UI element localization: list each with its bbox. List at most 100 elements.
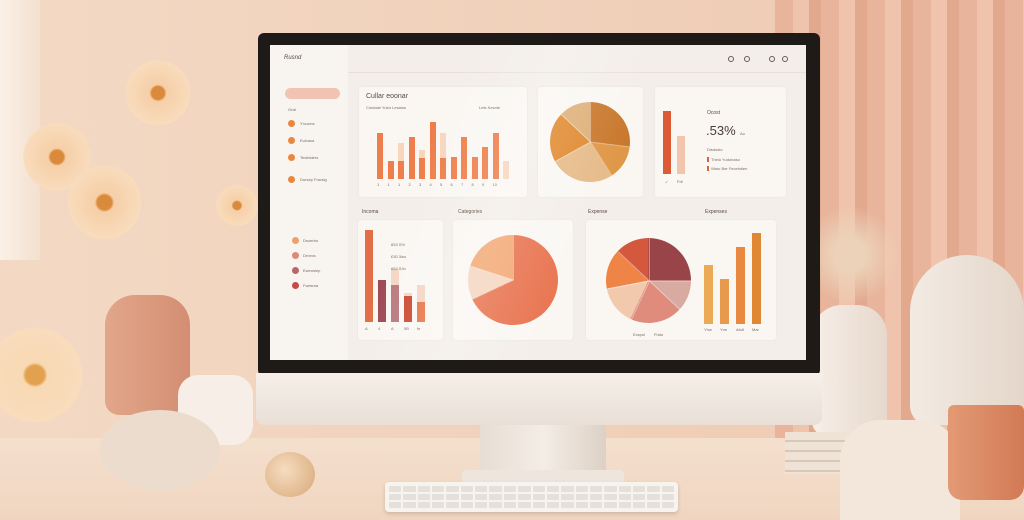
keyboard-key[interactable]	[632, 502, 646, 508]
keyboard-key[interactable]	[446, 494, 459, 500]
keyboard-key[interactable]	[604, 502, 617, 508]
keyboard-key[interactable]	[604, 494, 617, 500]
stat-label: Ocost	[707, 110, 721, 116]
keyboard-key[interactable]	[561, 502, 574, 508]
bar	[482, 146, 488, 179]
legend-item: Drnecs	[303, 253, 316, 258]
keyboard-key[interactable]	[489, 502, 502, 508]
keyboard-key[interactable]	[575, 486, 588, 492]
keyboard-key[interactable]	[389, 502, 402, 508]
keyboard-key[interactable]	[618, 494, 631, 500]
keyboard-key[interactable]	[589, 494, 603, 500]
keyboard[interactable]	[385, 482, 678, 512]
keyboard-key[interactable]	[575, 494, 588, 500]
sidebar-section-label: Grat	[288, 107, 296, 112]
stat-row: Waro Ber Fecelntien	[707, 166, 747, 171]
keyboard-key[interactable]	[475, 502, 488, 508]
dashboard-screen: Rusnd Grat Yncome Eulvasa Tedeisters Dursep…	[270, 45, 806, 360]
cloud-icon[interactable]	[744, 56, 750, 62]
keyboard-key[interactable]	[503, 494, 517, 500]
pie-slice-divider	[590, 141, 631, 148]
sidebar-item[interactable]: Eulvasa	[300, 138, 315, 143]
keyboard-key[interactable]	[618, 486, 631, 492]
keyboard-key[interactable]	[589, 486, 603, 492]
keyboard-key[interactable]	[417, 494, 431, 500]
keyboard-key[interactable]	[546, 502, 560, 508]
keyboard-key[interactable]	[475, 486, 488, 492]
keyboard-key[interactable]	[389, 486, 402, 492]
keyboard-key[interactable]	[561, 486, 574, 492]
keyboard-key[interactable]	[446, 486, 459, 492]
legend-dot	[292, 237, 299, 244]
keyboard-key[interactable]	[432, 494, 445, 500]
keyboard-key[interactable]	[489, 486, 502, 492]
keyboard-key[interactable]	[432, 486, 445, 492]
keyboard-key[interactable]	[647, 502, 660, 508]
keyboard-key[interactable]	[632, 494, 646, 500]
x-tick-label: A	[365, 326, 368, 331]
keyboard-key[interactable]	[532, 502, 545, 508]
legend-item: Fwesma	[303, 283, 319, 288]
income-line: £30 3lso	[391, 254, 407, 259]
keyboard-key[interactable]	[475, 494, 488, 500]
keyboard-key[interactable]	[661, 502, 674, 508]
expense-card: Exspol Fhdo Yhw Yne Abdl Mar	[586, 220, 776, 340]
settings-icon[interactable]	[782, 56, 788, 62]
flower	[212, 183, 262, 228]
pie-card	[538, 87, 643, 197]
keyboard-key[interactable]	[661, 494, 674, 500]
keyboard-key[interactable]	[446, 502, 459, 508]
keyboard-key[interactable]	[618, 502, 631, 508]
keyboard-key[interactable]	[604, 486, 617, 492]
keyboard-key[interactable]	[503, 502, 517, 508]
flower-vase	[105, 295, 190, 415]
keyboard-key[interactable]	[489, 494, 502, 500]
x-tick-label: Yhw	[704, 327, 712, 332]
bar	[471, 157, 478, 179]
bar-segment	[440, 132, 446, 179]
keyboard-key[interactable]	[389, 494, 402, 500]
bar	[736, 247, 745, 324]
sidebar-item[interactable]: Dursep Fowsig	[300, 177, 327, 182]
keyboard-key[interactable]	[417, 502, 431, 508]
keyboard-key[interactable]	[503, 486, 517, 492]
keyboard-key[interactable]	[432, 502, 445, 508]
pie-label: Fhdo	[654, 332, 664, 337]
keyboard-key[interactable]	[546, 486, 560, 492]
keyboard-key[interactable]	[575, 502, 588, 508]
x-tick-label: 6	[450, 182, 453, 187]
keyboard-key[interactable]	[647, 486, 660, 492]
pie-label: Exspol	[633, 332, 646, 337]
keyboard-key[interactable]	[661, 486, 674, 492]
sidebar-item[interactable]: Tedeisters	[300, 155, 319, 160]
keyboard-key[interactable]	[647, 494, 660, 500]
sidebar: Rusnd Grat Yncome Eulvasa Tedeisters Dursep…	[270, 45, 348, 360]
bar	[419, 158, 425, 179]
keyboard-key[interactable]	[518, 486, 531, 492]
income-line: 652 S/lo	[391, 266, 406, 271]
pie-slice-divider	[630, 280, 650, 320]
keyboard-key[interactable]	[460, 486, 474, 492]
search-icon[interactable]	[728, 56, 734, 62]
legend-dot	[292, 252, 299, 259]
keyboard-key[interactable]	[546, 494, 560, 500]
keyboard-key[interactable]	[403, 486, 416, 492]
keyboard-key[interactable]	[460, 502, 474, 508]
keyboard-key[interactable]	[403, 494, 416, 500]
keyboard-key[interactable]	[632, 486, 646, 492]
keyboard-key[interactable]	[518, 502, 531, 508]
bar	[704, 265, 713, 324]
keyboard-key[interactable]	[561, 494, 574, 500]
primary-button[interactable]	[285, 88, 340, 99]
x-tick-label: 1	[387, 182, 390, 187]
keyboard-key[interactable]	[460, 494, 474, 500]
keyboard-key[interactable]	[417, 486, 431, 492]
sidebar-item[interactable]: Yncome	[300, 121, 315, 126]
keyboard-key[interactable]	[532, 486, 545, 492]
keyboard-key[interactable]	[532, 494, 545, 500]
bar	[391, 285, 399, 322]
user-icon[interactable]	[769, 56, 775, 62]
keyboard-key[interactable]	[589, 502, 603, 508]
keyboard-key[interactable]	[518, 494, 531, 500]
keyboard-key[interactable]	[403, 502, 416, 508]
